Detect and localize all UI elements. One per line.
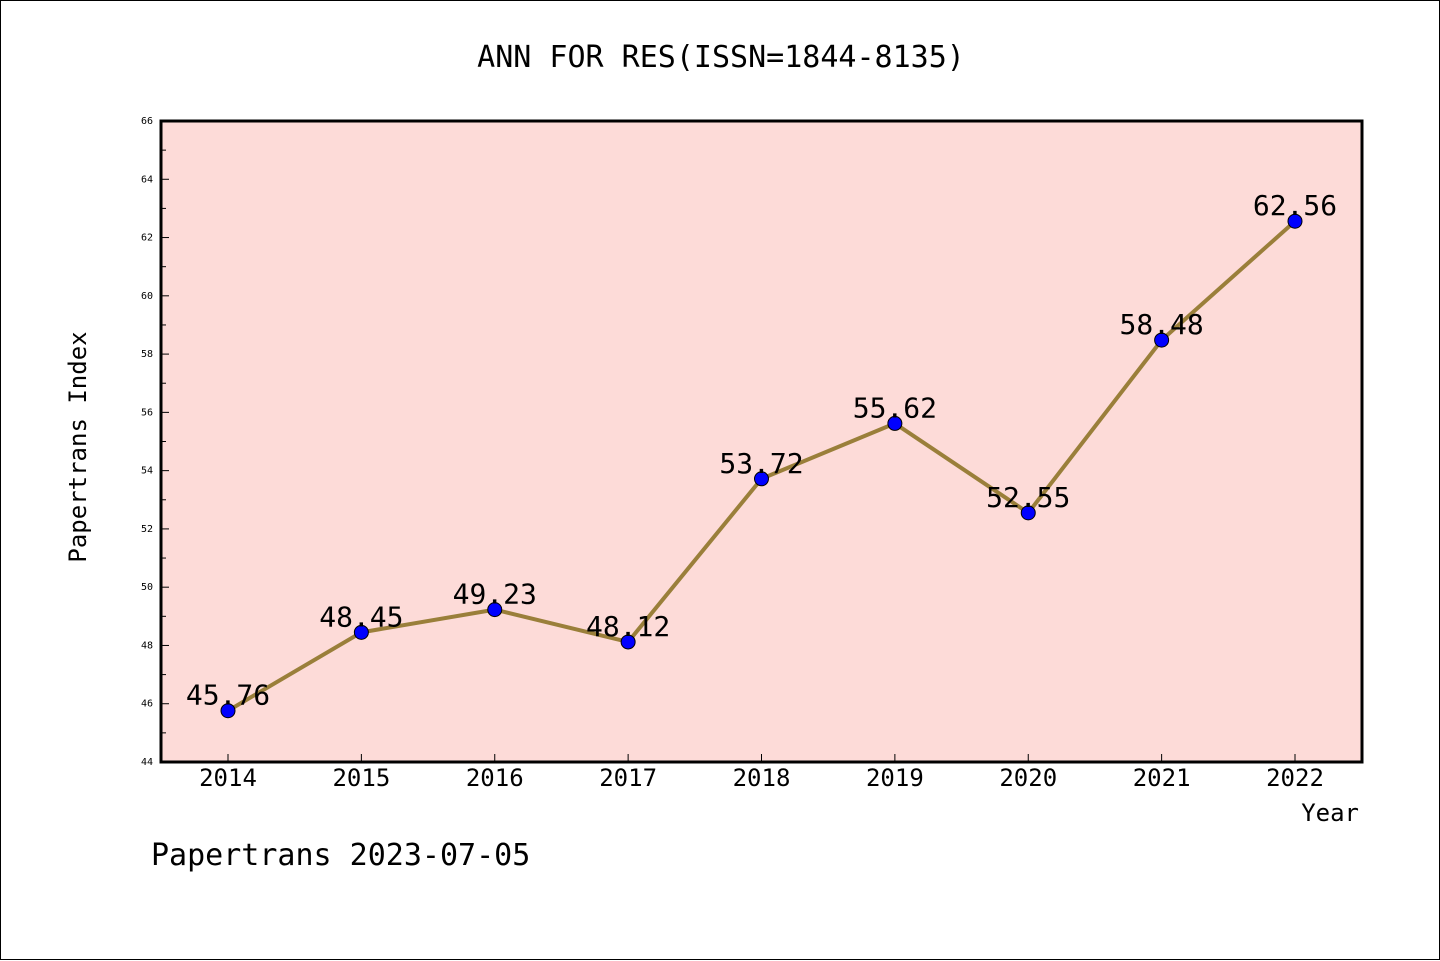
y-tick-label: 62 xyxy=(141,233,153,244)
data-point xyxy=(220,703,236,719)
x-tick-label: 2015 xyxy=(332,764,390,792)
y-tick-label: 46 xyxy=(141,699,153,710)
x-tick-label: 2017 xyxy=(599,764,657,792)
data-point xyxy=(487,602,503,618)
y-tick-label: 58 xyxy=(141,349,153,360)
data-label: 48.45 xyxy=(319,600,403,633)
x-tick-label: 2019 xyxy=(866,764,924,792)
footer-text: Papertrans 2023-07-05 xyxy=(151,838,530,873)
data-point xyxy=(620,634,636,650)
x-tick-label: 2022 xyxy=(1266,764,1324,792)
data-label: 62.56 xyxy=(1253,189,1337,222)
data-point xyxy=(887,415,903,431)
y-axis-label: Papertrans Index xyxy=(64,331,92,562)
x-axis-label: Year xyxy=(1301,799,1359,827)
x-tick-label: 2018 xyxy=(733,764,791,792)
data-label: 48.12 xyxy=(586,610,670,643)
data-point xyxy=(1020,505,1036,521)
data-label: 45.76 xyxy=(186,679,270,712)
data-point xyxy=(754,471,769,487)
y-tick-label: 54 xyxy=(141,466,153,477)
y-tick-label: 48 xyxy=(141,640,153,651)
y-tick-label: 44 xyxy=(141,757,153,768)
data-label-layer: 45.76 48.45 49.23 48.12 53.72 55.62 52.55 58.48… xyxy=(186,189,1337,711)
y-tick-label: 50 xyxy=(141,582,153,593)
plot-area xyxy=(159,119,1364,764)
data-point xyxy=(1154,332,1170,348)
data-label: 53.72 xyxy=(719,447,803,480)
x-tick-label: 2016 xyxy=(466,764,524,792)
y-axis-ticks: 44 46 48 50 52 54 56 58 60 62 64 66 xyxy=(141,116,169,768)
data-label: 58.48 xyxy=(1119,308,1203,341)
data-point xyxy=(1287,213,1303,229)
y-tick-label: 56 xyxy=(141,407,153,418)
data-point xyxy=(353,624,369,640)
data-label: 49.23 xyxy=(453,578,537,611)
chart-title: ANN FOR RES(ISSN=1844-8135) xyxy=(477,40,965,75)
data-label: 52.55 xyxy=(986,481,1070,514)
x-tick-label: 2014 xyxy=(199,764,257,792)
x-axis-ticks: 2014 2015 2016 2017 2018 2019 2020 2021 2022 xyxy=(199,754,1324,792)
x-tick-label: 2020 xyxy=(999,764,1057,792)
y-tick-label: 52 xyxy=(141,524,153,535)
y-tick-label: 66 xyxy=(141,116,153,127)
series-layer xyxy=(220,213,1303,719)
data-label: 55.62 xyxy=(853,391,937,424)
y-tick-label: 60 xyxy=(141,291,153,302)
x-tick-label: 2021 xyxy=(1133,764,1191,792)
y-tick-label: 64 xyxy=(141,174,153,185)
